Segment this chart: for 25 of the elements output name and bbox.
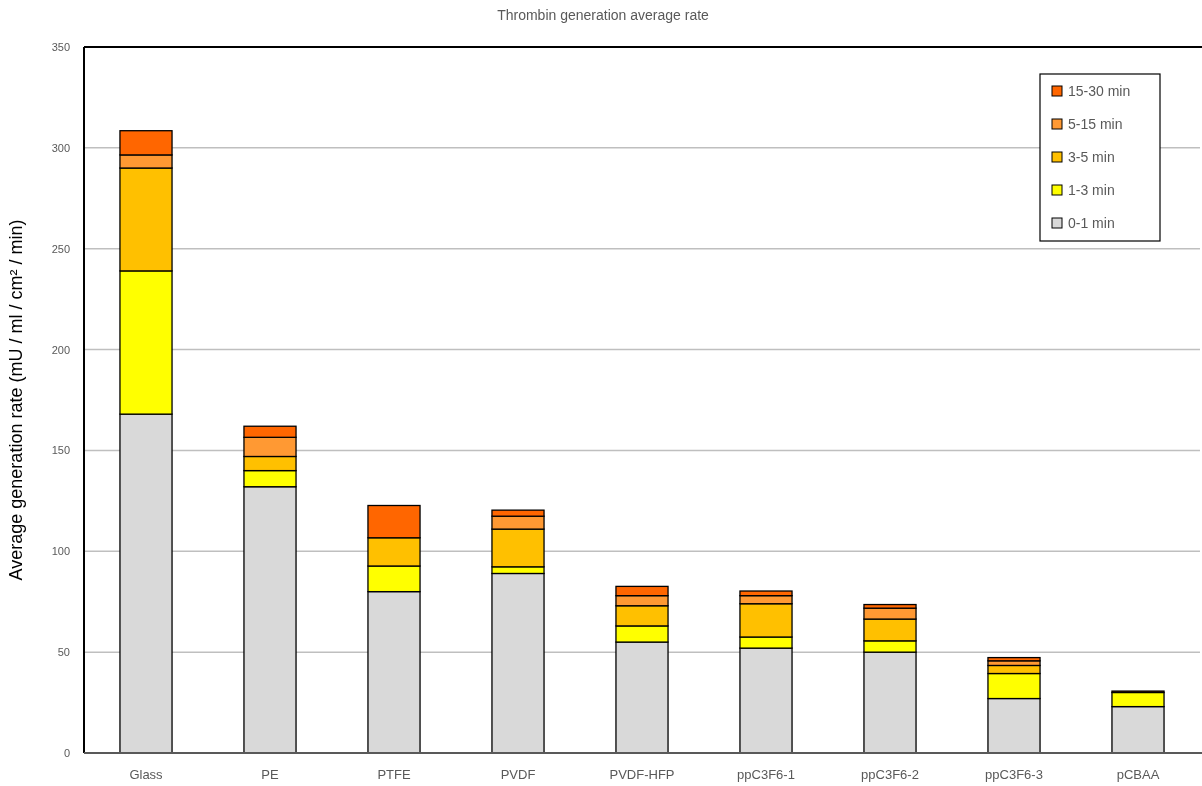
y-axis-title: Average generation rate (mU / ml / cm² / min) — [6, 219, 26, 581]
x-tick-label: Glass — [129, 767, 164, 782]
x-tick-label: PVDF — [500, 767, 536, 782]
y-tick-label: 350 — [51, 41, 70, 53]
x-tick-label: pCBAA — [1116, 767, 1160, 782]
bar — [987, 656, 1041, 662]
y-tick-label: 0 — [63, 747, 70, 759]
y-tick-label: 200 — [51, 343, 70, 356]
legend-label: 1-3 min — [1068, 182, 1115, 198]
x-tick-label: ppC3F6-3 — [985, 767, 1043, 782]
x-tick-label: PTFE — [377, 767, 411, 782]
x-tick-label: PVDF-HFP — [609, 767, 675, 782]
y-tick-label: 300 — [51, 141, 70, 154]
legend-label: 5-15 min — [1068, 116, 1123, 132]
y-tick-label: 250 — [51, 242, 70, 255]
y-tick-label: 150 — [51, 444, 70, 457]
legend-label: 15-30 min — [1068, 83, 1131, 99]
legend-label: 3-5 min — [1068, 149, 1115, 165]
y-tick-label: 100 — [51, 545, 70, 558]
y-tick-label: 50 — [57, 646, 70, 659]
x-tick-label: ppC3F6-2 — [861, 767, 919, 782]
x-tick-label: PE — [261, 767, 279, 782]
x-tick-label: ppC3F6-1 — [737, 767, 795, 782]
legend-label: 0-1 min — [1068, 215, 1115, 231]
chart-title: Thrombin generation average rate — [497, 7, 710, 23]
